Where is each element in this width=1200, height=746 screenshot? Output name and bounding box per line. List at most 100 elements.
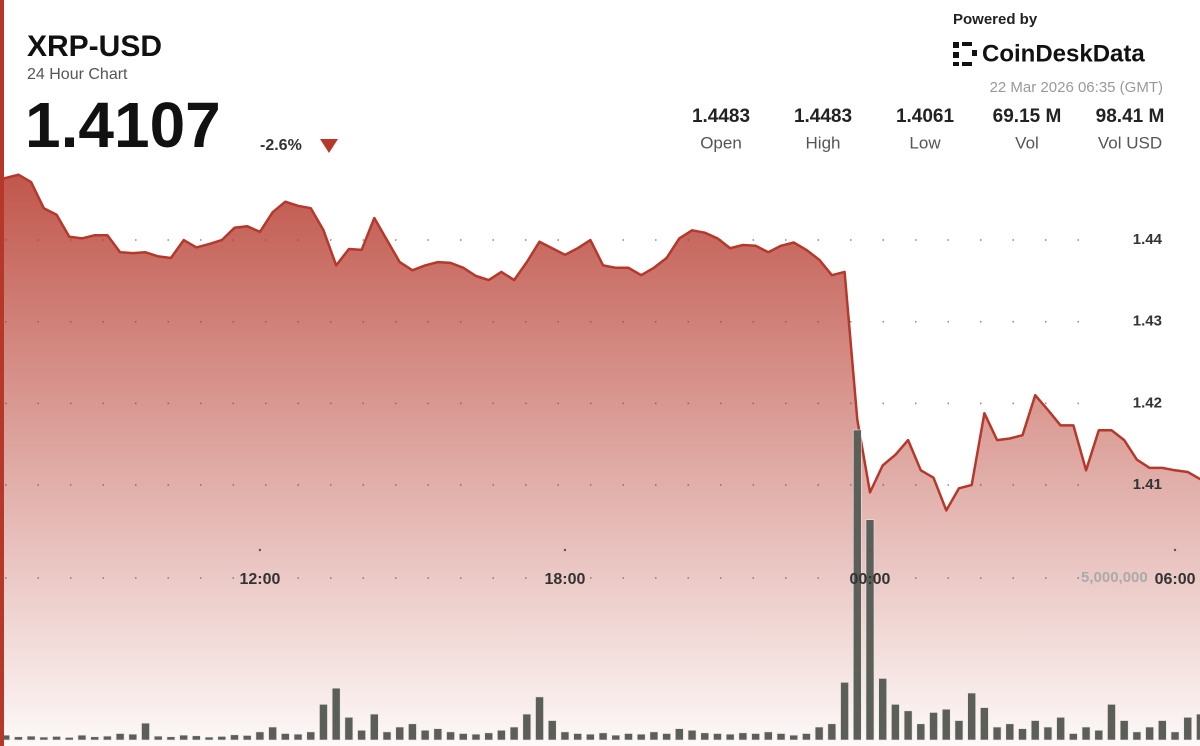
price-area [0,174,1200,746]
volume-bar [446,731,455,741]
volume-bar [636,733,646,741]
volume-bar [1107,704,1116,741]
volume-bar [331,687,341,741]
volume-bar [840,682,849,741]
volume-bar [967,692,976,741]
volume-bar [802,733,811,741]
volume-bar [954,720,964,741]
volume-bar [535,696,544,741]
volume-bar [1158,720,1167,741]
volume-bar [573,733,582,741]
volume-bar [852,429,862,741]
volume-bar [497,729,506,741]
volume-bar [204,736,214,741]
volume-bar [598,732,608,741]
stat-label: Open [700,133,742,152]
volume-bar [1145,726,1154,741]
x-tick [868,548,872,552]
volume-bar [903,710,913,741]
volume-bar [624,733,633,741]
volume-bar [357,729,366,741]
volume-bar [484,732,493,741]
volume-bar [39,736,49,741]
volume-bar [725,733,735,741]
x-tick-label: 00:00 [850,571,891,588]
volume-bar [865,519,875,741]
volume-bar [420,729,430,741]
x-tick [1173,548,1177,552]
y-tick-label: 1.41 [1133,476,1162,493]
volume-bar [64,737,74,741]
volume-bar [1030,720,1040,741]
volume-bar [1132,731,1142,741]
y-tick-label: 1.42 [1133,394,1162,411]
y-tick-label: 1.44 [1133,231,1163,248]
volume-bar [1170,731,1180,741]
brand-logo [953,42,977,66]
volume-bar [230,734,239,741]
volume-bar [166,736,176,741]
x-tick-label: 06:00 [1155,571,1196,588]
volume-bar [471,733,481,741]
volume-bar [1119,720,1129,741]
volume-bar [408,723,417,741]
volume-bar [179,734,188,741]
volume-bar [14,736,23,741]
volume-bar [929,712,938,741]
volume-bar [522,713,532,741]
volume-bar [649,731,659,741]
volume-bar [268,726,277,741]
stat-label: High [806,133,841,152]
stat-label: Vol USD [1098,133,1162,152]
volume-bar [153,735,163,741]
volume-bar [891,704,900,741]
volume-bar [992,726,1002,741]
y2-tick-label: 5,000,000 [1081,569,1148,586]
subtitle: 24 Hour Chart [27,66,128,83]
volume-bar [1081,726,1091,741]
volume-bar [751,733,760,741]
volume-bar [242,735,252,741]
x-tick-label: 18:00 [544,571,585,588]
volume-bar [192,735,201,741]
title: XRP-USD [27,30,162,63]
volume-bar [1056,717,1065,741]
y-tick-label: 1.43 [1133,313,1162,330]
volume-bar [675,728,684,741]
volume-bar [700,732,710,741]
stat-label: Low [909,133,941,152]
volume-bar [52,736,61,741]
down-arrow [320,139,338,153]
volume-bar [281,733,290,741]
volume-bar [217,736,227,741]
volume-bar [878,678,888,741]
volume-bar [382,731,392,741]
powered-by: Powered by [953,11,1038,28]
volume-bar [1005,723,1015,741]
volume-bar [509,726,519,741]
volume-bar [1018,728,1027,741]
volume-bar [103,735,112,741]
stats: 1.4483 Open 1.4483 High 1.4061 Low 69.15 M Vol 9… [692,106,1164,152]
x-tick [258,548,262,552]
brand: CoinDeskData [982,40,1145,67]
stat-value: 98.41 M [1096,106,1165,127]
volume-bar [306,731,316,741]
volume-bar [369,713,379,741]
volume-bar [687,729,697,741]
volume-bar [319,704,328,741]
accent-bar [0,0,4,746]
stat-value: 1.4483 [692,106,750,127]
volume-bar [128,733,138,741]
x-tick [563,548,567,552]
price: 1.4107 [25,89,221,161]
volume-bar [395,726,405,741]
volume-bar [26,735,36,741]
volume-bar [814,726,824,741]
volume-bar [458,733,468,741]
volume-bar [1094,729,1104,741]
stat-label: Vol [1015,133,1039,152]
volume-bar [916,723,926,741]
